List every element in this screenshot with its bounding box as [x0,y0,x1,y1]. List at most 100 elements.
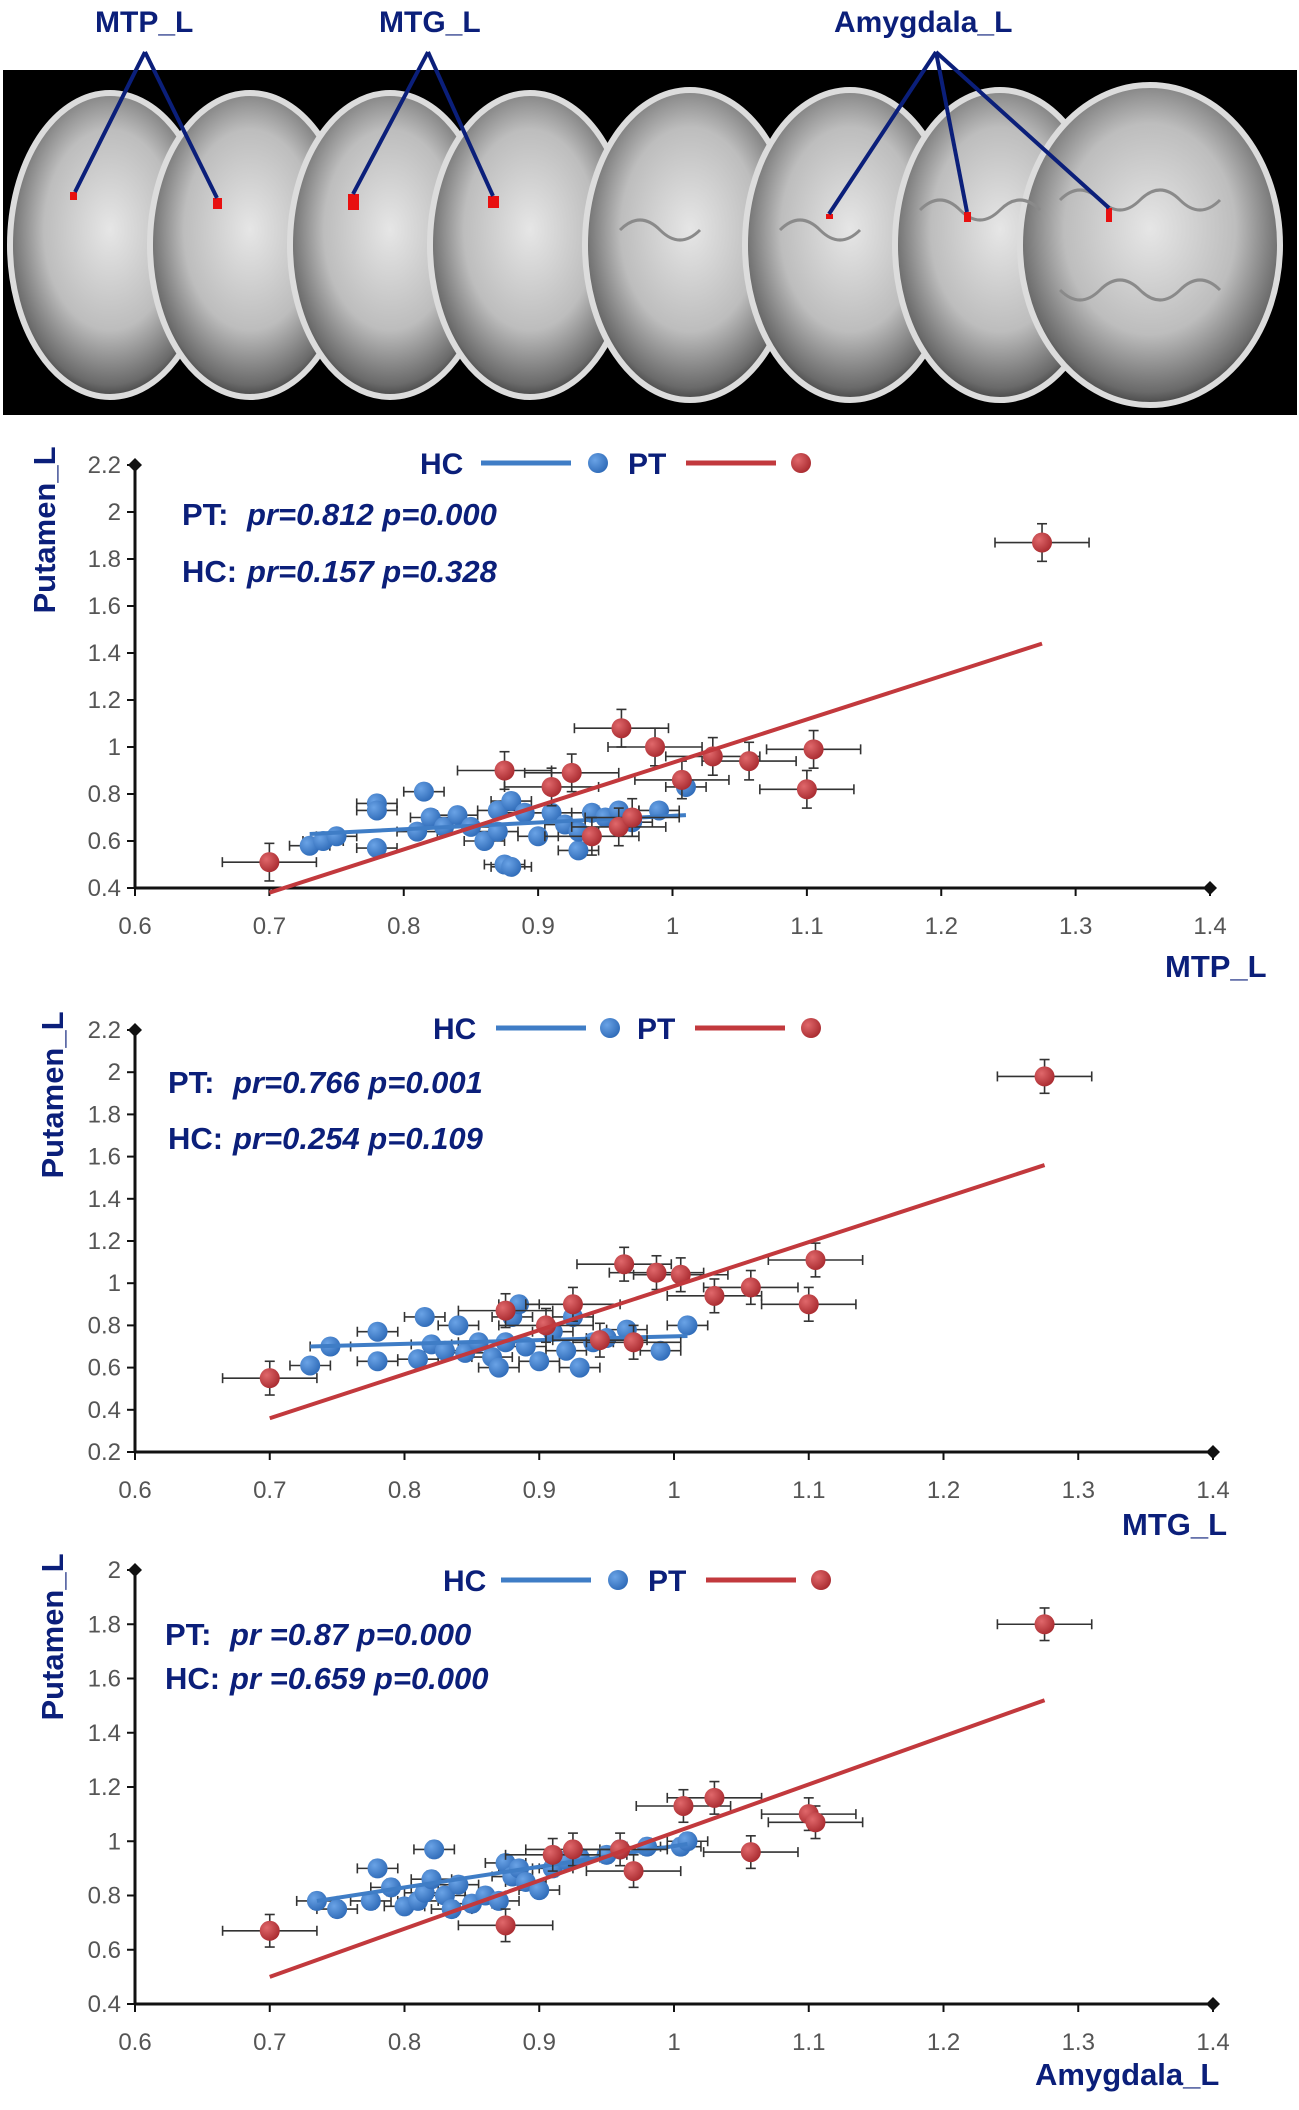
y-tick-label: 2 [108,499,121,526]
series-pt [221,522,1090,895]
roi-leader-line [934,51,969,213]
data-point-hc [367,1351,388,1372]
data-point-pt [740,1842,761,1863]
legend-dot-hc [600,1018,620,1038]
data-point-pt [803,739,824,760]
data-point-hc [541,802,562,823]
data-point-pt [1034,1066,1055,1087]
data-point-hc [381,1877,402,1898]
roi-marker [488,196,499,208]
x-tick-label: 1.1 [792,1477,825,1504]
data-point-hc [501,856,522,877]
data-point-hc [413,781,434,802]
roi-label-mtp: MTP_L [95,6,193,39]
y-tick-label: 1.6 [88,1144,121,1171]
y-tick-label: 0.4 [88,875,121,902]
series-pt [221,1058,1093,1421]
x-tick-label: 1 [667,2029,680,2056]
x-tick-label: 1.2 [925,913,958,940]
y-tick-label: 2.2 [88,1017,121,1044]
x-tick-label: 1 [667,1477,680,1504]
data-point-pt [259,1368,280,1389]
data-point-pt [614,1254,635,1275]
data-point-pt [589,1330,610,1351]
y-tick-label: 1.6 [88,1666,121,1693]
x-axis-title: MTG_L [1122,1507,1227,1542]
stat-value: pr =0.659 p=0.000 [229,1661,489,1696]
x-tick-label: 0.6 [118,913,151,940]
x-tick-label: 1.2 [927,2029,960,2056]
legend-dot-pt [791,453,811,473]
series-hc [288,776,707,877]
y-tick-label: 1.4 [88,1186,121,1213]
y-tick-label: 2.2 [88,452,121,479]
y-tick-label: 0.6 [88,828,121,855]
data-point-hc [366,800,387,821]
x-tick-label: 0.8 [387,913,420,940]
x-tick-label: 1.1 [790,913,823,940]
data-point-hc [366,838,387,859]
data-point-hc [528,826,549,847]
x-tick-label: 1.4 [1196,2029,1229,2056]
x-tick-label: 1 [666,913,679,940]
roi-label-amygdala: Amygdala_L [834,6,1012,39]
x-tick-label: 1.3 [1062,1477,1095,1504]
legend-label-hc: HC [433,1013,476,1046]
roi-marker [1106,208,1112,222]
stat-value: pr=0.812 p=0.000 [246,497,497,532]
legend-label-hc: HC [420,448,463,481]
roi-marker [826,214,833,219]
y-tick-label: 0.4 [88,1397,121,1424]
x-tick-label: 0.9 [523,1477,556,1504]
x-tick-label: 0.9 [523,2029,556,2056]
y-tick-label: 1.4 [88,640,121,667]
data-point-pt [704,1787,725,1808]
x-axis-title: MTP_L [1165,949,1267,984]
data-point-pt [541,776,562,797]
data-point-hc [677,1831,698,1852]
y-tick-label: 0.2 [88,1439,121,1466]
roi-leader-lines [73,50,1111,216]
x-tick-label: 0.8 [388,1477,421,1504]
roi-marker [70,192,77,200]
data-point-hc [677,1315,698,1336]
data-point-pt [495,1300,516,1321]
fit-line-pt [269,1698,1046,1979]
data-point-pt [646,1262,667,1283]
data-point-pt [542,1844,563,1865]
stat-group-label: HC: [168,1121,223,1156]
legend-label-pt: PT [637,1013,675,1046]
data-point-hc [448,1315,469,1336]
y-tick-label: 2 [108,1059,121,1086]
chart-1: 0.6 0.7 0.8 0.9 1 1.1 1.2 1.3 1.4 0.4 0.6 0.8 1 1.2 1.… [27,446,1267,984]
y-tick-label: 1.6 [88,593,121,620]
legend-dot-pt [801,1018,821,1038]
chart-2: 0.6 0.7 0.8 0.9 1 1.1 1.2 1.3 1.4 0.2 0.4 0.6 0.8 1 1.… [35,1011,1230,1542]
data-point-hc [650,1340,671,1361]
data-point-hc [424,1839,445,1860]
roi-leader-line [73,51,147,193]
data-point-pt [671,769,692,790]
scatter-charts: 0.6 0.7 0.8 0.9 1 1.1 1.2 1.3 1.4 0.4 0.6 0.8 1 1.2 1.… [27,446,1267,2092]
y-axis-title: Putamen_L [35,1011,70,1178]
data-point-pt [739,751,760,772]
data-point-pt [494,760,515,781]
data-point-hc [556,1340,577,1361]
brain-slice [1017,82,1283,408]
x-tick-label: 1.3 [1062,2029,1095,2056]
y-tick-label: 1.2 [88,1774,121,1801]
fit-line-pt [268,641,1043,895]
fit-line-hc [310,1333,688,1349]
x-tick-label: 0.7 [253,913,286,940]
y-tick-label: 1.4 [88,1720,121,1747]
data-point-hc [447,805,468,826]
x-tick-label: 0.9 [521,913,554,940]
x-axis-title: Amygdala_L [1035,2057,1219,2092]
x-tick-label: 0.8 [388,2029,421,2056]
stat-value: pr =0.87 p=0.000 [229,1617,471,1652]
data-point-pt [645,737,666,757]
data-point-hc [367,1321,388,1342]
data-point-hc [529,1351,550,1372]
brain-fold [1058,278,1222,302]
